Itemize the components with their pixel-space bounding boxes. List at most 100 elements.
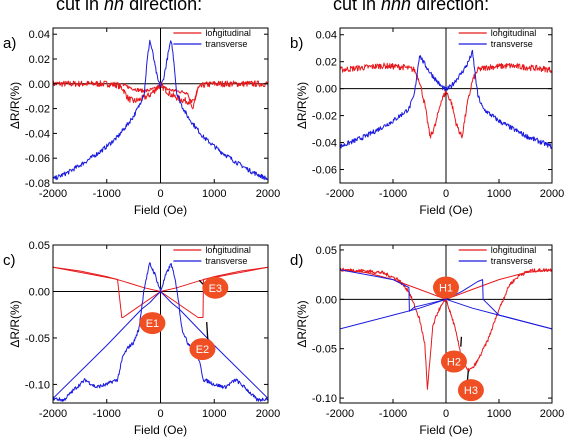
legend-label-longitudinal: longitudinal — [491, 245, 537, 255]
y-tick-label: 0.05 — [316, 245, 337, 257]
x-tick-label: 0 — [443, 188, 449, 200]
series-longitudinal-sweep-2 — [122, 83, 199, 110]
x-tick-label: 2000 — [540, 188, 564, 200]
legend-label-longitudinal: longitudinal — [205, 28, 251, 38]
y-tick-label: -0.02 — [25, 104, 50, 116]
marker-badge — [202, 276, 229, 299]
series-longitudinal — [340, 62, 552, 139]
y-tick-label: 0.05 — [29, 240, 50, 252]
series-transverse — [53, 39, 268, 181]
x-tick-label: 2000 — [256, 408, 280, 420]
y-tick-label: 0.00 — [29, 286, 50, 298]
y-tick-label: -0.08 — [25, 178, 50, 190]
y-tick-label: -0.10 — [25, 379, 50, 391]
legend-label-longitudinal: longitudinal — [491, 28, 537, 38]
marker-leader — [460, 336, 463, 347]
y-tick-label: -0.06 — [25, 153, 50, 165]
y-tick-label: -0.10 — [312, 393, 337, 405]
marker-H3: H3 — [457, 370, 484, 402]
x-tick-label: -1000 — [93, 408, 121, 420]
x-tick-label: -2000 — [326, 408, 354, 420]
y-tick-label: -0.02 — [312, 111, 337, 123]
y-tick-label: 0.02 — [29, 54, 50, 66]
marker-badge — [189, 338, 216, 361]
marker-leader — [206, 322, 209, 340]
series-transverse — [340, 49, 552, 149]
y-axis-label: ΔR/R(%) — [8, 300, 22, 347]
header-nnn-direction: cut in nnn direction: — [333, 0, 490, 14]
marker-label: E2 — [196, 344, 209, 356]
x-tick-label: 1000 — [202, 188, 226, 200]
marker-E2: E2 — [189, 322, 216, 361]
legend-label-transverse: transverse — [491, 39, 533, 49]
panel-d: -2000 -1000 0 1000 2000 0.05 0.00 -0.05 -0.10 Fie… — [290, 244, 564, 437]
marker-badge — [433, 276, 459, 299]
y-tick-label: 0.00 — [316, 294, 337, 306]
marker-badge — [457, 379, 484, 402]
y-tick-label: -0.04 — [312, 138, 337, 150]
series-transverse-branch — [340, 269, 552, 330]
x-axis-label: Field (Oe) — [134, 203, 187, 217]
panel-b: -2000 -1000 0 1000 2000 0.04 0.02 0.00 -0.02 -0.0… — [290, 27, 564, 217]
series-group — [53, 262, 268, 402]
y-tick-label: 0.00 — [29, 79, 50, 91]
series-group — [53, 39, 268, 181]
x-axis-label: Field (Oe) — [134, 423, 187, 437]
marker-E1: E1 — [139, 312, 166, 335]
marker-E3: E3 — [198, 276, 229, 299]
marker-H2: H2 — [440, 336, 467, 373]
marker-label: H1 — [439, 282, 453, 294]
marker-label: H3 — [464, 385, 478, 397]
x-tick-label: -2000 — [39, 408, 67, 420]
y-tick-label: -0.05 — [25, 333, 50, 345]
header-nn-direction: cut in nn direction: — [56, 0, 203, 14]
x-tick-label: 2000 — [540, 408, 564, 420]
y-tick-label: -0.06 — [312, 165, 337, 177]
x-axis-label: Field (Oe) — [419, 423, 472, 437]
x-tick-label: 0 — [157, 188, 163, 200]
x-tick-label: 0 — [157, 408, 163, 420]
legend-label-transverse: transverse — [205, 39, 247, 49]
marker-label: E3 — [209, 283, 222, 295]
panel-label: d) — [290, 252, 303, 269]
y-axis-label: ΔR/R(%) — [8, 82, 22, 129]
marker-H1: H1 — [433, 276, 459, 299]
x-tick-label: 2000 — [256, 188, 280, 200]
y-tick-label: 0.02 — [316, 57, 337, 69]
y-axis-label: ΔR/R(%) — [295, 300, 309, 347]
panel-label: a) — [3, 35, 16, 52]
x-tick-label: 1000 — [487, 188, 511, 200]
legend-label-longitudinal: longitudinal — [205, 245, 251, 255]
series-longitudinal — [53, 80, 268, 105]
x-tick-label: -2000 — [39, 188, 67, 200]
legend-label-transverse: transverse — [205, 256, 247, 266]
x-tick-label: 1000 — [202, 408, 226, 420]
y-tick-label: 0.00 — [316, 84, 337, 96]
x-tick-label: -1000 — [379, 408, 407, 420]
series-transverse-branch — [53, 262, 268, 402]
x-tick-label: -1000 — [379, 188, 407, 200]
series-group — [340, 49, 552, 149]
panel-label: c) — [3, 252, 16, 269]
panel-label: b) — [290, 35, 303, 52]
marker-label: H2 — [447, 357, 461, 369]
x-axis-label: Field (Oe) — [419, 203, 472, 217]
y-axis-label: ΔR/R(%) — [295, 82, 309, 129]
marker-label: E1 — [146, 318, 159, 330]
x-tick-label: 0 — [443, 408, 449, 420]
y-tick-label: -0.05 — [312, 344, 337, 356]
marker-badge — [440, 350, 467, 373]
series-longitudinal-branch — [340, 267, 552, 390]
legend-label-transverse: transverse — [491, 256, 533, 266]
marker-badge — [139, 312, 166, 335]
x-tick-label: 1000 — [487, 408, 511, 420]
panel-a: -2000 -1000 0 1000 2000 0.04 0.02 0.00 -0.02 -0.0… — [3, 27, 280, 217]
y-tick-label: 0.04 — [29, 29, 50, 41]
series-group — [340, 267, 552, 390]
y-tick-label: 0.04 — [316, 30, 337, 42]
